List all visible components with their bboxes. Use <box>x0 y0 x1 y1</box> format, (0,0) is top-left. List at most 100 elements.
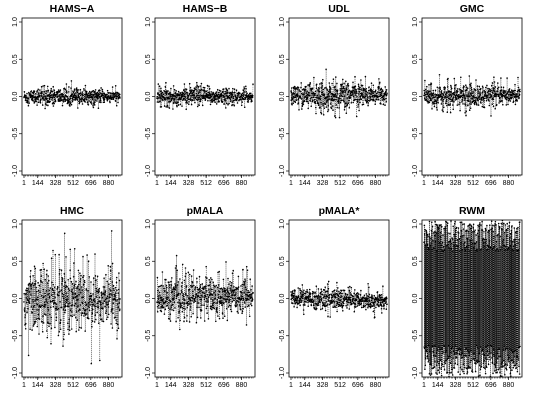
x-tick-label: 696 <box>85 382 97 389</box>
y-tick-label: 1.0 <box>145 219 152 229</box>
y-tick-label: -1.0 <box>412 367 419 379</box>
x-tick-label: 512 <box>467 382 479 389</box>
x-tick-label: 880 <box>503 382 515 389</box>
panel-title: pMALA* <box>319 205 361 217</box>
trace-series <box>23 230 121 365</box>
y-tick-label: -1.0 <box>412 165 419 177</box>
panel-8: RWM -1.0 -0.5 0.0 0.5 1.0 1 144 328 512 696 880 <box>412 205 523 389</box>
trace-series <box>290 280 388 319</box>
y-tick-label: 1.0 <box>12 17 19 27</box>
trace-line <box>290 281 388 318</box>
x-tick-label: 512 <box>200 382 212 389</box>
y-tick-label: -0.5 <box>12 128 19 140</box>
x-tick-label: 1 <box>155 180 159 187</box>
y-tick-label: 1.0 <box>279 219 286 229</box>
x-tick-label: 1 <box>155 382 159 389</box>
x-tick-label: 696 <box>352 382 364 389</box>
x-tick-label: 512 <box>200 180 212 187</box>
y-tick-label: -0.5 <box>279 330 286 342</box>
y-tick-label: 1.0 <box>412 17 419 27</box>
panel-1: HAMS−A -1.0 -0.5 0.0 0.5 1.0 1 144 328 512 696 880 <box>12 3 123 187</box>
y-tick-label: 0.0 <box>12 92 19 102</box>
x-tick-label: 1 <box>22 180 26 187</box>
trace-points <box>423 220 521 377</box>
x-tick-label: 696 <box>218 180 230 187</box>
y-tick-label: -0.5 <box>145 330 152 342</box>
y-tick-label: 0.0 <box>145 92 152 102</box>
x-tick-label: 512 <box>334 382 346 389</box>
panel-title: UDL <box>328 3 350 15</box>
panel-2: HAMS−B -1.0 -0.5 0.0 0.5 1.0 1 144 328 512 696 880 <box>145 3 256 187</box>
y-tick-label: 0.5 <box>279 54 286 64</box>
y-tick-label: 0.5 <box>279 256 286 266</box>
trace-points <box>290 68 388 119</box>
y-tick-label: 1.0 <box>12 219 19 229</box>
x-tick-label: 512 <box>334 180 346 187</box>
x-tick-label: 512 <box>467 180 479 187</box>
y-tick-label: 0.5 <box>12 54 19 64</box>
trace-series <box>156 254 254 331</box>
x-tick-label: 328 <box>50 382 62 389</box>
x-tick-label: 144 <box>32 180 44 187</box>
x-tick-label: 328 <box>450 382 462 389</box>
x-tick-label: 144 <box>432 382 444 389</box>
x-tick-label: 328 <box>317 382 329 389</box>
y-tick-label: 0.5 <box>12 256 19 266</box>
x-tick-label: 144 <box>165 180 177 187</box>
x-tick-label: 696 <box>485 382 497 389</box>
trace-series <box>423 220 521 377</box>
y-tick-label: 0.5 <box>412 256 419 266</box>
trace-series <box>423 74 521 117</box>
x-tick-label: 880 <box>236 180 248 187</box>
trace-series <box>23 80 121 110</box>
y-tick-label: -1.0 <box>145 165 152 177</box>
y-tick-label: -0.5 <box>145 128 152 140</box>
x-tick-label: 880 <box>370 382 382 389</box>
x-tick-label: 880 <box>236 382 248 389</box>
x-tick-label: 328 <box>450 180 462 187</box>
y-tick-label: -0.5 <box>279 128 286 140</box>
x-tick-label: 328 <box>317 180 329 187</box>
x-tick-label: 328 <box>183 180 195 187</box>
panel-title: GMC <box>460 3 485 15</box>
x-tick-label: 512 <box>67 180 79 187</box>
y-tick-label: 0.5 <box>412 54 419 64</box>
panel-3: UDL -1.0 -0.5 0.0 0.5 1.0 1 144 328 512 696 880 <box>279 3 390 187</box>
trace-line <box>423 220 521 377</box>
trace-points <box>290 280 388 319</box>
panel-title: RWM <box>459 205 485 217</box>
trace-points <box>23 230 121 365</box>
x-tick-label: 1 <box>422 180 426 187</box>
x-tick-label: 328 <box>50 180 62 187</box>
x-tick-label: 696 <box>485 180 497 187</box>
x-tick-label: 880 <box>103 180 115 187</box>
y-tick-label: 0.0 <box>145 294 152 304</box>
x-tick-label: 1 <box>289 382 293 389</box>
panel-title: HMC <box>60 205 84 217</box>
panel-4: GMC -1.0 -0.5 0.0 0.5 1.0 1 144 328 512 696 880 <box>412 3 523 187</box>
y-tick-label: 0.0 <box>12 294 19 304</box>
x-tick-label: 512 <box>67 382 79 389</box>
y-tick-label: -1.0 <box>279 367 286 379</box>
trace-points <box>156 81 254 111</box>
y-tick-label: -1.0 <box>145 367 152 379</box>
trace-line <box>23 230 121 364</box>
y-tick-label: 1.0 <box>279 17 286 27</box>
y-tick-label: -1.0 <box>279 165 286 177</box>
trace-points <box>156 254 254 331</box>
y-tick-label: 1.0 <box>145 17 152 27</box>
trace-points <box>23 80 121 110</box>
x-tick-label: 696 <box>352 180 364 187</box>
x-tick-label: 880 <box>103 382 115 389</box>
y-tick-label: 0.0 <box>412 294 419 304</box>
x-tick-label: 328 <box>183 382 195 389</box>
x-tick-label: 144 <box>299 382 311 389</box>
x-tick-label: 144 <box>32 382 44 389</box>
trace-series <box>290 68 388 119</box>
x-tick-label: 880 <box>503 180 515 187</box>
y-tick-label: -0.5 <box>412 330 419 342</box>
y-tick-label: 0.0 <box>279 92 286 102</box>
y-tick-label: -1.0 <box>12 165 19 177</box>
x-tick-label: 1 <box>289 180 293 187</box>
